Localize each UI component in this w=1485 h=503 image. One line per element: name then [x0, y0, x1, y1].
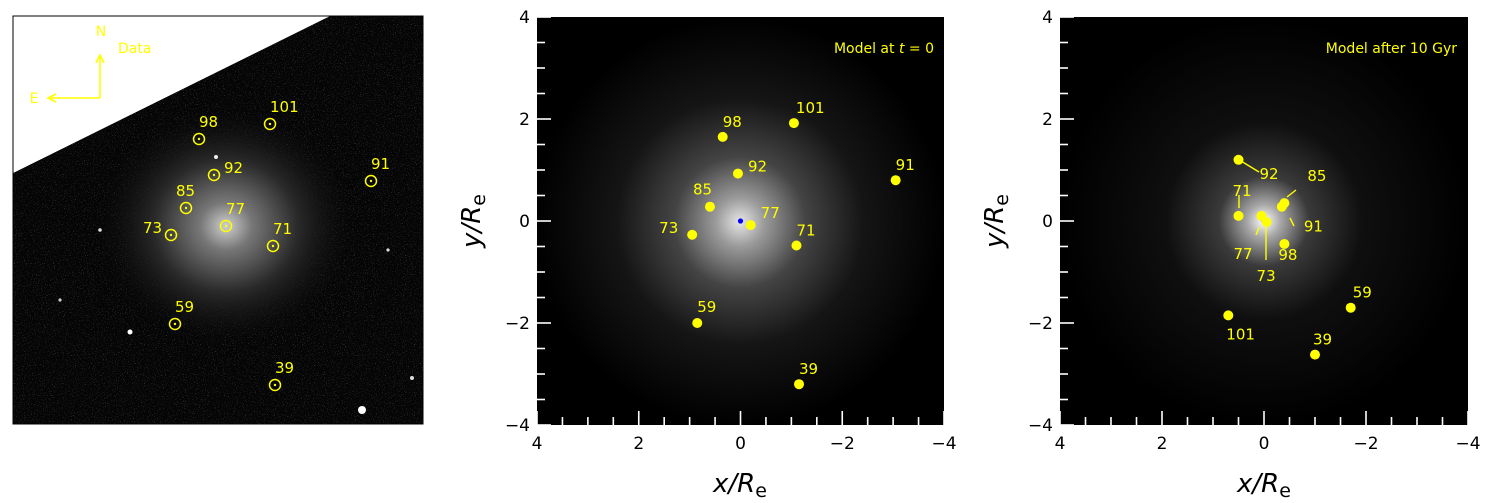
- point-101: [788, 118, 799, 129]
- y-tick-label: −2: [1028, 314, 1053, 334]
- y-tick-label: 2: [519, 110, 530, 130]
- label-leader-line: [1240, 160, 1260, 173]
- marker-71: [266, 239, 280, 253]
- x-tick-label: −4: [931, 434, 956, 454]
- x-axis-label: x/Re: [1236, 469, 1291, 502]
- marker-92: [207, 168, 221, 182]
- y-tick-label: 0: [519, 212, 530, 232]
- marker-73: [164, 228, 178, 242]
- y-tick-label: −2: [505, 314, 530, 334]
- point-label-91: 91: [1304, 218, 1323, 236]
- marker-label-92: 92: [224, 159, 243, 177]
- marker-label-77: 77: [226, 200, 245, 218]
- y-tick-label: 0: [1042, 212, 1053, 232]
- compass: [46, 53, 105, 103]
- point-92: [1233, 154, 1244, 165]
- point-71: [1233, 210, 1244, 221]
- y-tick-label: −4: [1028, 416, 1053, 436]
- x-tick-label: 4: [532, 434, 543, 454]
- y-tick-label: 4: [519, 8, 530, 28]
- marker-label-85: 85: [176, 182, 195, 200]
- marker-label-71: 71: [273, 220, 292, 238]
- point-label-85: 85: [693, 181, 712, 199]
- marker-label-59: 59: [175, 298, 194, 316]
- marker-101: [263, 117, 277, 131]
- x-axis-label: x/Re: [712, 469, 767, 502]
- point-85: [704, 201, 715, 212]
- point-73: [1261, 217, 1272, 228]
- point-label-77: 77: [761, 204, 780, 222]
- marker-85: [179, 201, 193, 215]
- point-39: [794, 379, 805, 390]
- x-tick-label: 2: [1157, 434, 1168, 454]
- y-tick-label: 4: [1042, 8, 1053, 28]
- panel-c-title: Model after 10 Gyr: [1326, 41, 1457, 57]
- point-label-59: 59: [1353, 284, 1372, 302]
- marker-98: [192, 132, 206, 146]
- x-tick-label: 4: [1055, 434, 1066, 454]
- marker-39: [268, 378, 282, 392]
- point-92: [732, 168, 743, 179]
- point-91: [1276, 201, 1287, 212]
- point-label-85: 85: [1307, 167, 1326, 185]
- center-point: [737, 218, 744, 224]
- data-image-panel: N E Data 101 98 92 91 85 77 73 71 59 39: [12, 15, 424, 425]
- y-axis-label: y/Re: [457, 194, 490, 249]
- point-101: [1223, 310, 1234, 321]
- point-59: [1345, 302, 1356, 313]
- marker-label-91: 91: [371, 155, 390, 173]
- compass-north-label: N: [96, 24, 106, 40]
- point-label-98: 98: [723, 113, 742, 131]
- marker-label-39: 39: [275, 359, 294, 377]
- point-label-92: 92: [1260, 165, 1279, 183]
- x-tick-label: 0: [735, 434, 746, 454]
- x-tick-label: −4: [1455, 434, 1480, 454]
- point-label-98: 98: [1278, 246, 1297, 264]
- marker-59: [168, 317, 182, 331]
- marker-label-73: 73: [143, 219, 162, 237]
- marker-77: [219, 219, 233, 233]
- point-label-73: 73: [659, 219, 678, 237]
- point-label-59: 59: [697, 298, 716, 316]
- y-tick-label: −4: [505, 416, 530, 436]
- point-77: [745, 220, 756, 231]
- point-label-91: 91: [896, 156, 915, 174]
- label-leader-line: [1289, 217, 1295, 227]
- marker-91: [364, 174, 378, 188]
- point-91: [890, 175, 901, 186]
- label-leader-line: [1286, 189, 1297, 198]
- point-label-92: 92: [748, 158, 767, 176]
- point-label-39: 39: [799, 360, 818, 378]
- x-tick-label: −2: [1353, 434, 1378, 454]
- point-label-73: 73: [1257, 267, 1276, 285]
- point-label-101: 101: [1226, 325, 1255, 343]
- point-label-39: 39: [1313, 331, 1332, 349]
- point-39: [1310, 349, 1320, 360]
- point-label-71: 71: [1233, 182, 1252, 200]
- point-98: [1279, 238, 1290, 249]
- marker-label-98: 98: [199, 113, 218, 131]
- point-73: [687, 229, 698, 240]
- point-71: [791, 240, 802, 251]
- y-tick-label: 2: [1042, 110, 1053, 130]
- x-tick-label: 0: [1259, 434, 1270, 454]
- marker-label-101: 101: [270, 98, 299, 116]
- y-axis-label: y/Re: [980, 194, 1013, 249]
- compass-east-label: E: [30, 91, 39, 107]
- panel-b-title: Model at t = 0: [834, 41, 934, 57]
- point-59: [692, 318, 703, 328]
- x-tick-label: −2: [830, 434, 855, 454]
- label-leader-line: [1255, 226, 1260, 236]
- point-98: [717, 131, 728, 142]
- point-label-101: 101: [796, 99, 825, 117]
- x-tick-label: 2: [633, 434, 644, 454]
- panel-a-title: Data: [118, 41, 151, 57]
- point-label-77: 77: [1233, 245, 1252, 263]
- point-label-71: 71: [796, 221, 815, 239]
